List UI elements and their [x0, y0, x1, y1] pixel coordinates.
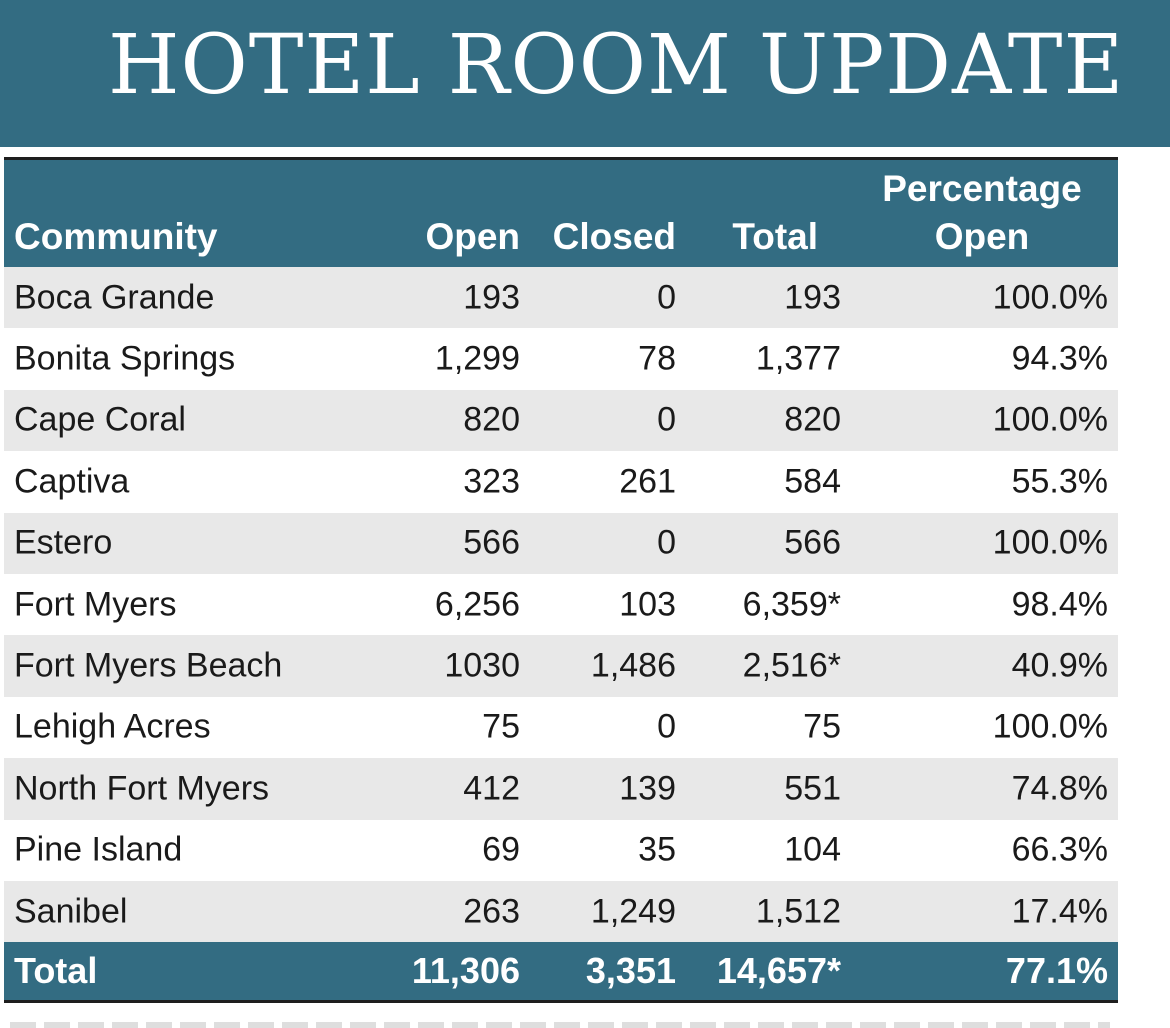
total-open: 11,306 — [411, 950, 520, 992]
cell-percentage: 17.4% — [1011, 892, 1108, 931]
cell-community: Bonita Springs — [14, 339, 236, 378]
cell-total: 566 — [784, 523, 841, 562]
cell-open: 263 — [463, 892, 520, 931]
header-open: Open — [425, 216, 520, 257]
cell-percentage: 100.0% — [992, 707, 1108, 746]
cell-closed: 139 — [619, 769, 676, 808]
cell-percentage: 100.0% — [992, 523, 1108, 562]
cell-closed: 1,249 — [590, 892, 676, 931]
table-row: Lehigh Acres 75 0 75 100.0% — [4, 697, 1118, 758]
cell-total: 551 — [784, 769, 841, 808]
cell-percentage: 94.3% — [1011, 339, 1108, 378]
cell-closed: 0 — [657, 523, 676, 562]
cell-community: Cape Coral — [14, 400, 186, 439]
table-row: Fort Myers Beach 1030 1,486 2,516* 40.9% — [4, 635, 1118, 697]
cell-closed: 35 — [638, 830, 676, 869]
title-banner: HOTEL ROOM UPDATE — [0, 0, 1170, 147]
cell-total: 1,377 — [755, 339, 841, 378]
cell-community: Captiva — [14, 462, 130, 501]
table-row: Cape Coral 820 0 820 100.0% — [4, 389, 1118, 452]
table-row: Sanibel 263 1,249 1,512 17.4% — [4, 880, 1118, 943]
cell-community: Estero — [14, 523, 113, 562]
cell-total: 2,516* — [742, 646, 841, 685]
header-percentage-line2: Open — [934, 216, 1030, 257]
total-percentage: 77.1% — [1005, 950, 1108, 992]
cell-closed: 0 — [657, 707, 676, 746]
cell-closed: 261 — [619, 462, 676, 501]
cell-community: Fort Myers Beach — [14, 646, 283, 685]
cell-closed: 0 — [657, 278, 676, 317]
cell-community: Boca Grande — [14, 278, 215, 317]
header-closed: Closed — [552, 216, 676, 257]
cell-closed: 0 — [657, 400, 676, 439]
cell-open: 566 — [463, 523, 520, 562]
header-community: Community — [14, 216, 218, 257]
cell-open: 1030 — [444, 646, 520, 685]
header-total: Total — [732, 216, 818, 257]
cell-open: 75 — [482, 707, 520, 746]
cell-community: Lehigh Acres — [14, 707, 211, 746]
cell-open: 69 — [482, 830, 520, 869]
cell-percentage: 100.0% — [992, 400, 1108, 439]
cell-open: 820 — [463, 400, 520, 439]
cropped-footnote — [10, 1022, 1110, 1028]
hotel-room-table: Community Open Closed Total Percentage O… — [4, 157, 1118, 1004]
total-total: 14,657* — [716, 950, 841, 992]
table-header: Community Open Closed Total Percentage O… — [4, 160, 1118, 267]
totals-row: Total 11,306 3,351 14,657* 77.1% — [4, 942, 1118, 1004]
cell-total: 584 — [784, 462, 841, 501]
table-row: Pine Island 69 35 104 66.3% — [4, 820, 1118, 881]
header-percentage-open: Percentage Open — [872, 165, 1092, 261]
cell-percentage: 66.3% — [1011, 830, 1108, 869]
cell-percentage: 100.0% — [992, 278, 1108, 317]
table-row: Bonita Springs 1,299 78 1,377 94.3% — [4, 328, 1118, 389]
cell-community: North Fort Myers — [14, 769, 270, 808]
cell-closed: 78 — [638, 339, 676, 378]
cell-percentage: 40.9% — [1011, 646, 1108, 685]
table-row: Estero 566 0 566 100.0% — [4, 512, 1118, 574]
table-row: North Fort Myers 412 139 551 74.8% — [4, 758, 1118, 820]
cell-community: Pine Island — [14, 830, 183, 869]
page-title: HOTEL ROOM UPDATE — [108, 18, 1125, 113]
cell-total: 75 — [803, 707, 841, 746]
table-row: Captiva 323 261 584 55.3% — [4, 451, 1118, 512]
cell-percentage: 74.8% — [1011, 769, 1108, 808]
cell-total: 193 — [784, 278, 841, 317]
cell-open: 193 — [463, 278, 520, 317]
cell-total: 820 — [784, 400, 841, 439]
total-label: Total — [14, 950, 98, 992]
cell-open: 6,256 — [434, 585, 520, 624]
table-row: Fort Myers 6,256 103 6,359* 98.4% — [4, 574, 1118, 635]
cell-open: 323 — [463, 462, 520, 501]
cell-open: 1,299 — [434, 339, 520, 378]
total-closed: 3,351 — [585, 950, 676, 992]
cell-closed: 1,486 — [590, 646, 676, 685]
table-row: Boca Grande 193 0 193 100.0% — [4, 267, 1118, 329]
cell-community: Sanibel — [14, 892, 128, 931]
cell-total: 6,359* — [742, 585, 841, 624]
cell-total: 104 — [784, 830, 841, 869]
cell-percentage: 55.3% — [1011, 462, 1108, 501]
cell-closed: 103 — [619, 585, 676, 624]
cell-community: Fort Myers — [14, 585, 177, 624]
cell-open: 412 — [463, 769, 520, 808]
cell-percentage: 98.4% — [1011, 585, 1108, 624]
header-percentage-line1: Percentage — [882, 168, 1082, 209]
cell-total: 1,512 — [755, 892, 841, 931]
